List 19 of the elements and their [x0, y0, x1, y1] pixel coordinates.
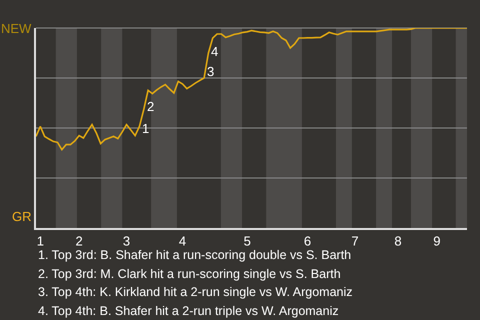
x-tick-label: 7	[351, 233, 359, 248]
annotation: 4	[211, 44, 218, 59]
annotation: 1	[142, 121, 150, 136]
x-tick-label: 5	[244, 233, 251, 248]
text: 3. Top 4th: K. Kirkland hit a 2-run single vs W. Argomaniz	[38, 285, 353, 299]
x-tick-label: 6	[304, 233, 312, 248]
x-tick-label: 2	[75, 233, 83, 248]
x-tick-label: 1	[36, 233, 44, 248]
x-tick-label: 3	[122, 233, 130, 248]
annotation: 3	[207, 64, 214, 79]
text: NEW	[1, 21, 32, 36]
text: 2. Top 3rd: M. Clark hit a run-scoring single vs S. Barth	[38, 267, 341, 281]
text: 1. Top 3rd: B. Shafer hit a run-scoring double vs S. Barth	[38, 248, 352, 262]
text: GR	[12, 209, 32, 224]
text: 4. Top 4th: B. Shafer hit a 2-run triple vs W. Argomaniz	[38, 304, 339, 318]
x-tick-label: 8	[394, 233, 402, 248]
annotation: 2	[147, 99, 154, 114]
x-tick-label: 9	[433, 233, 440, 248]
x-tick-label: 4	[178, 233, 186, 248]
